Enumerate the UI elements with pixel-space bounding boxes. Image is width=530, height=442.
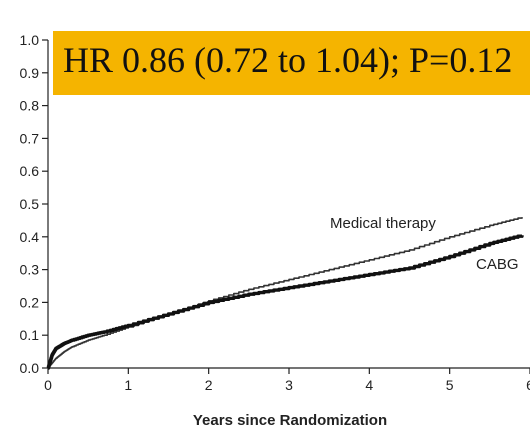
y-tick-label: 0.0	[20, 360, 40, 376]
x-tick-label: 6	[526, 377, 530, 393]
y-tick-label: 0.6	[20, 163, 40, 179]
y-tick-label: 0.2	[20, 294, 40, 310]
x-tick-label: 2	[205, 377, 213, 393]
x-tick-label: 5	[446, 377, 454, 393]
series-line-medical-therapy	[47, 217, 523, 369]
axes: 0.0 0.1 0.2 0.3 0.4 0.5 0.6 0.7 0.8 0.9 1.0 0 1 2 3 4 5 6	[20, 32, 530, 393]
series-label-cabg: CABG	[476, 256, 519, 273]
x-tick-label: 3	[285, 377, 293, 393]
y-tick-label: 1.0	[20, 32, 40, 48]
hazard-ratio-banner: HR 0.86 (0.72 to 1.04); P=0.12	[53, 31, 530, 95]
x-axis-title: Years since Randomization	[193, 412, 387, 429]
y-tick-label: 0.8	[20, 98, 40, 114]
x-tick-label: 4	[365, 377, 373, 393]
y-tick-label: 0.7	[20, 130, 40, 146]
y-tick-label: 0.9	[20, 65, 40, 81]
series-label-medical-therapy: Medical therapy	[330, 215, 436, 232]
series-layer	[46, 217, 524, 370]
y-tick-label: 0.3	[20, 262, 40, 278]
y-tick-label: 0.5	[20, 196, 40, 212]
y-tick-label: 0.1	[20, 327, 40, 343]
y-tick-label: 0.4	[20, 229, 40, 245]
series-line-cabg	[46, 234, 524, 370]
x-tick-label: 0	[44, 377, 52, 393]
hazard-ratio-text: HR 0.86 (0.72 to 1.04); P=0.12	[63, 40, 513, 80]
x-tick-label: 1	[124, 377, 132, 393]
